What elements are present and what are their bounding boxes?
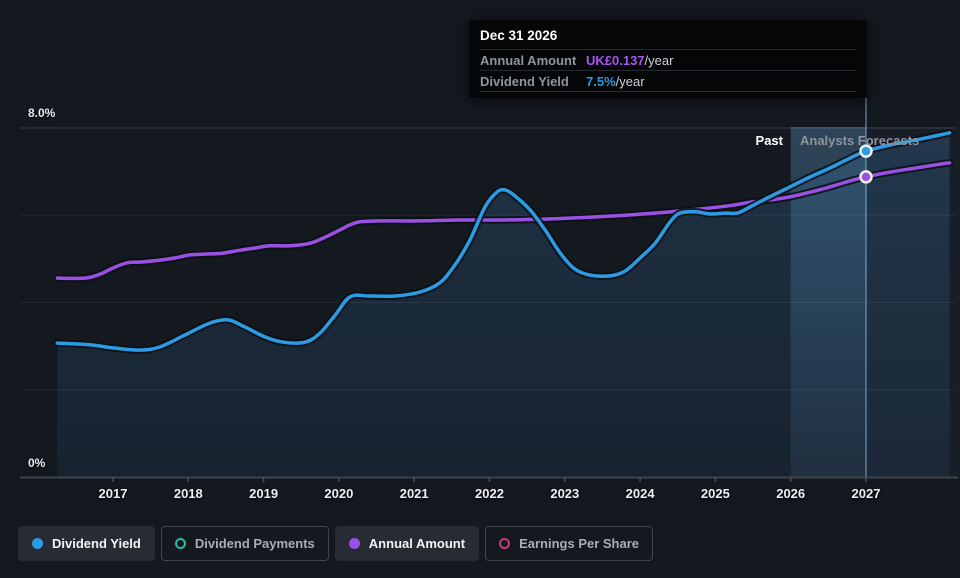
dividend-yield-marker xyxy=(859,144,873,158)
x-axis-tick-label: 2027 xyxy=(851,486,881,501)
annual-amount-marker xyxy=(859,170,873,184)
legend-item-label: Dividend Payments xyxy=(194,536,315,551)
tooltip-row-label: Annual Amount xyxy=(480,52,577,68)
tooltip-row: Dividend Yield 7.5%/year xyxy=(480,70,856,92)
dividend-yield-marker-icon xyxy=(32,538,43,549)
legend-item-label: Annual Amount xyxy=(368,536,466,551)
tooltip-row: Annual Amount UK£0.137/year xyxy=(480,49,856,70)
annual-amount-marker-icon xyxy=(348,538,360,549)
x-axis-tick-label: 2024 xyxy=(625,486,655,501)
legend-item-label: Earnings Per Share xyxy=(519,536,640,551)
earnings-per-share-marker-icon xyxy=(499,538,511,549)
x-axis-tick-label: 2026 xyxy=(776,486,806,501)
x-axis-tick-label: 2018 xyxy=(173,486,203,501)
x-axis-tick-label: 2019 xyxy=(249,486,279,501)
legend-item-earnings-per-share[interactable]: Earnings Per Share xyxy=(485,526,654,561)
analysts-forecasts-label: Analysts Forecasts xyxy=(800,133,920,148)
tooltip-row-label: Dividend Yield xyxy=(480,73,569,89)
x-axis-tick-label: 2023 xyxy=(550,486,580,501)
x-axis-tick-label: 2020 xyxy=(324,486,354,501)
legend-item-dividend-payments[interactable]: Dividend Payments xyxy=(160,526,329,561)
past-label: Past xyxy=(755,133,783,148)
tooltip-row-value: 7.5% xyxy=(586,73,616,89)
legend-item-annual-amount[interactable]: Annual Amount xyxy=(334,526,480,561)
x-axis-tick-label: 2021 xyxy=(399,486,429,501)
legend-item-dividend-yield[interactable]: Dividend Yield xyxy=(18,526,155,561)
x-axis-tick-label: 2025 xyxy=(700,486,730,501)
annual-amount-line xyxy=(55,161,952,281)
x-axis-tick-label: 2017 xyxy=(98,486,128,501)
tooltip-date: Dec 31 2026 xyxy=(480,28,558,43)
x-axis-labels: 2017 2018 2019 2020 2021 2022 2023 2024 2025 2026… xyxy=(0,486,960,504)
chart-tooltip: Dec 31 2026 Annual Amount UK£0.137/year Di… xyxy=(469,20,867,98)
x-axis-tick-label: 2022 xyxy=(475,486,504,501)
tooltip-row-suffix: /year xyxy=(644,52,674,68)
y-axis-label-max: 8.0% xyxy=(28,106,56,120)
tooltip-row-suffix: /year xyxy=(615,73,645,89)
y-axis-label-min: 0% xyxy=(28,456,46,470)
dividend-yield-area xyxy=(57,132,950,478)
dividend-yield-line xyxy=(55,131,952,352)
tooltip-row-value: UK£0.137 xyxy=(586,52,645,68)
legend-item-label: Dividend Yield xyxy=(52,536,141,551)
dividend-payments-marker-icon xyxy=(174,538,186,549)
chart-legend: Dividend Yield Dividend Payments Annual Am… xyxy=(18,526,654,561)
